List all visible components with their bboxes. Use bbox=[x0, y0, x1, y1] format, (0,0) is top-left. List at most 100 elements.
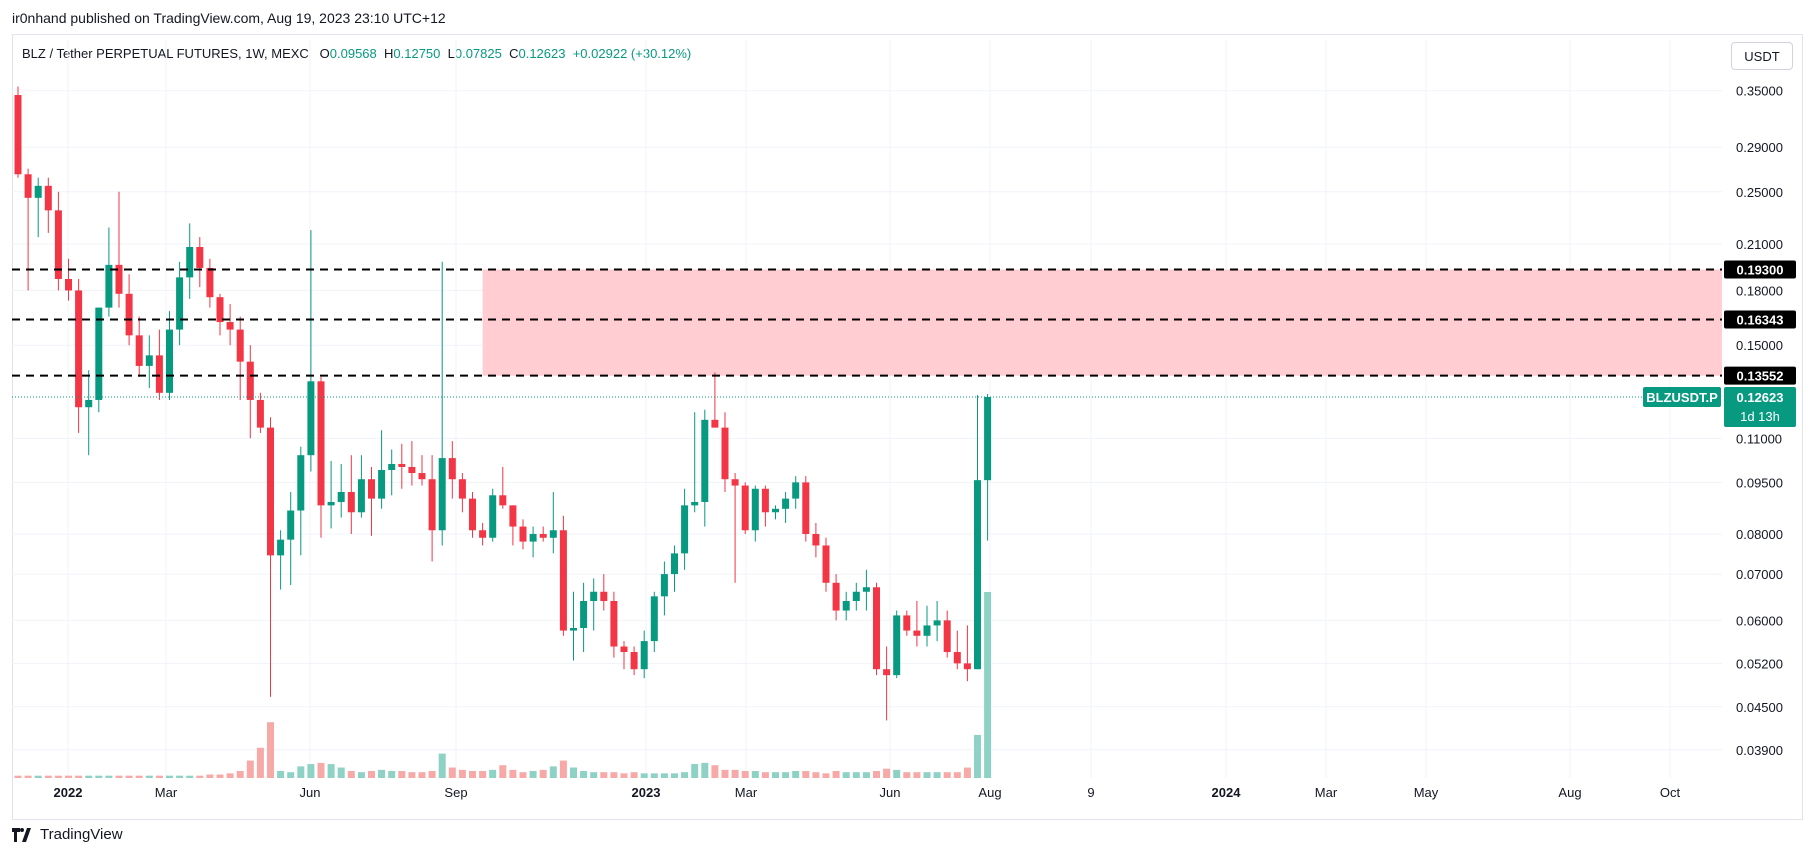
x-tick-label: Mar bbox=[1315, 785, 1338, 800]
volume-bar bbox=[125, 775, 133, 778]
volume-bar bbox=[226, 773, 234, 778]
volume-bar bbox=[65, 775, 72, 778]
candle-body bbox=[135, 335, 143, 366]
volume-bar bbox=[782, 772, 790, 778]
volume-bar bbox=[691, 764, 699, 778]
publisher-line: ir0nhand published on TradingView.com, A… bbox=[12, 10, 446, 26]
volume-bar bbox=[499, 765, 507, 778]
candle-body bbox=[469, 498, 476, 531]
open-label: O bbox=[319, 46, 330, 61]
countdown-label: 1d 13h bbox=[1740, 409, 1780, 424]
candle-body bbox=[166, 329, 173, 393]
candle bbox=[832, 574, 840, 621]
volume-bar bbox=[580, 771, 588, 778]
candle bbox=[630, 646, 638, 676]
volume-bar bbox=[388, 771, 396, 778]
candle-body bbox=[65, 278, 72, 291]
candle bbox=[570, 591, 577, 661]
candle bbox=[559, 515, 567, 636]
candle bbox=[438, 261, 446, 546]
candle bbox=[963, 625, 971, 682]
volume-bar bbox=[34, 775, 42, 778]
volume-bar bbox=[570, 767, 577, 778]
volume-bar bbox=[812, 772, 820, 778]
candle-body bbox=[105, 264, 113, 308]
candle bbox=[600, 574, 608, 611]
candle bbox=[226, 304, 234, 346]
y-tick-label: 0.11000 bbox=[1736, 431, 1782, 446]
volume-bar bbox=[741, 771, 749, 778]
candle-body bbox=[620, 646, 628, 653]
volume-bar bbox=[54, 775, 62, 778]
volume-bar bbox=[438, 753, 446, 778]
candle-body bbox=[883, 669, 891, 676]
volume-bar bbox=[458, 769, 466, 778]
candle-body bbox=[499, 495, 507, 506]
footer-brand[interactable]: TradingView bbox=[12, 826, 123, 843]
level-label-bg bbox=[1724, 310, 1796, 329]
volume-bar bbox=[519, 772, 527, 778]
symbol-title[interactable]: BLZ / Tether PERPETUAL FUTURES, 1W, MEXC bbox=[22, 46, 309, 61]
candle-body bbox=[418, 473, 426, 480]
volume-bar bbox=[600, 772, 608, 778]
level-label-bg bbox=[1724, 260, 1796, 279]
volume-bar bbox=[277, 771, 285, 778]
tradingview-logo-icon bbox=[12, 827, 31, 842]
candle-body bbox=[186, 247, 194, 278]
candle bbox=[691, 412, 699, 513]
y-tick-label: 0.09500 bbox=[1736, 475, 1783, 490]
candle bbox=[923, 605, 931, 647]
candle bbox=[54, 191, 62, 291]
volume-bar bbox=[317, 762, 325, 778]
y-tick-label: 0.05200 bbox=[1736, 656, 1783, 671]
volume-bar bbox=[489, 769, 497, 778]
candle-body bbox=[580, 600, 588, 628]
candle-body bbox=[428, 479, 436, 531]
volume-bar bbox=[186, 775, 194, 778]
candle-body bbox=[984, 397, 992, 481]
currency-button[interactable]: USDT bbox=[1731, 42, 1793, 70]
candle bbox=[903, 610, 911, 636]
candle-body bbox=[236, 329, 244, 362]
volume-bar bbox=[176, 775, 184, 778]
volume-bar bbox=[267, 722, 274, 778]
volume-bar bbox=[852, 772, 860, 778]
volume-bar bbox=[943, 772, 951, 778]
candle-body bbox=[792, 482, 800, 499]
candle bbox=[196, 237, 204, 288]
candle bbox=[216, 293, 224, 336]
candle-body bbox=[913, 630, 921, 636]
candle-body bbox=[660, 574, 668, 597]
candle bbox=[761, 485, 769, 527]
volume-bar bbox=[731, 769, 739, 778]
candle-body bbox=[479, 530, 487, 538]
candle-body bbox=[438, 458, 446, 531]
level-label: 0.19300 bbox=[1737, 262, 1784, 277]
volume-bar bbox=[85, 775, 93, 778]
volume-bar bbox=[24, 775, 32, 778]
candle-body bbox=[287, 510, 295, 540]
candle-body bbox=[398, 463, 406, 467]
candle bbox=[883, 646, 891, 721]
candle bbox=[640, 630, 648, 679]
volume-bar bbox=[297, 766, 305, 778]
last-price-label-bg bbox=[1724, 387, 1796, 428]
candle bbox=[873, 582, 880, 676]
volume-bar bbox=[620, 773, 628, 778]
volume-bar bbox=[559, 760, 567, 778]
y-tick-label: 0.04500 bbox=[1736, 700, 1783, 715]
candle bbox=[913, 600, 921, 647]
candle bbox=[782, 492, 790, 523]
volume-bar bbox=[398, 771, 406, 778]
candle-body bbox=[741, 485, 749, 531]
candle-body bbox=[953, 652, 961, 664]
candle bbox=[731, 473, 739, 583]
volume-bar bbox=[75, 775, 83, 778]
y-tick-label: 0.06000 bbox=[1736, 613, 1783, 628]
candle bbox=[852, 582, 860, 611]
candle bbox=[610, 591, 618, 658]
volume-bar bbox=[44, 775, 52, 778]
candle-body bbox=[903, 615, 911, 631]
volume-bar bbox=[761, 772, 769, 778]
